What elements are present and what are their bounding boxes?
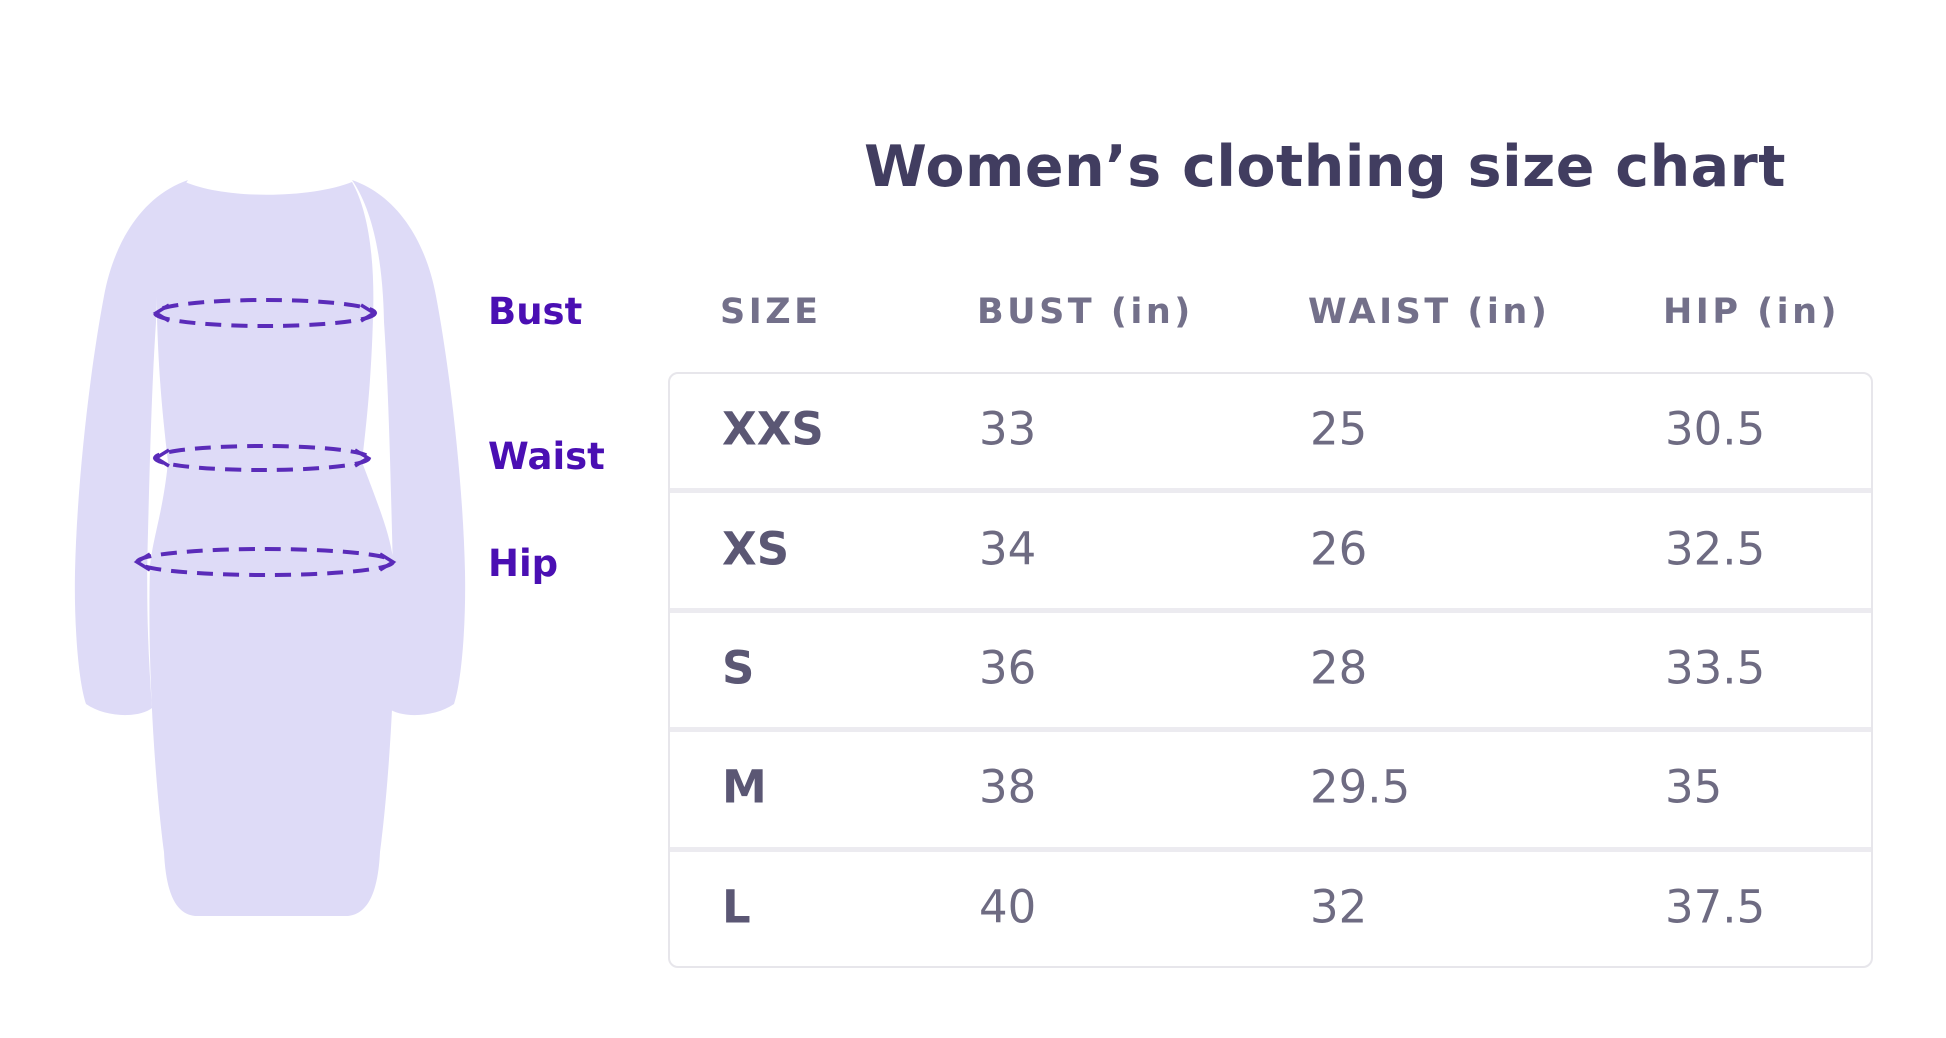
table-row: L 40 32 37.5 bbox=[670, 852, 1871, 966]
table-cell: 32 bbox=[1310, 880, 1368, 934]
dress-left-sleeve bbox=[74, 180, 188, 716]
hip-label: Hip bbox=[488, 542, 559, 585]
table-cell: 36 bbox=[979, 641, 1037, 695]
cell-size: S bbox=[722, 641, 755, 695]
column-header: HIP (in) bbox=[1663, 292, 1841, 332]
table-cell: 28 bbox=[1310, 641, 1368, 695]
table-cell: 32.5 bbox=[1665, 521, 1766, 575]
table-row: S 36 28 33.5 bbox=[670, 613, 1871, 733]
table-row: XXS 33 25 30.5 bbox=[670, 374, 1871, 494]
table-cell: 33 bbox=[979, 402, 1037, 456]
table-cell: 34 bbox=[979, 521, 1037, 575]
column-header: SIZE bbox=[720, 292, 822, 332]
cell-size: L bbox=[722, 880, 751, 934]
cell-size: XS bbox=[722, 521, 790, 575]
waist-arrow-right bbox=[354, 448, 372, 468]
table-row: XS 34 26 32.5 bbox=[670, 493, 1871, 613]
bust-label: Bust bbox=[488, 290, 583, 333]
cell-size: XXS bbox=[722, 402, 824, 456]
dress-right-sleeve bbox=[352, 180, 466, 716]
table-cell: 33.5 bbox=[1665, 641, 1766, 695]
table-cell: 37.5 bbox=[1665, 880, 1766, 934]
hip-arrow-right bbox=[379, 552, 397, 572]
column-header: WAIST (in) bbox=[1308, 292, 1551, 332]
size-chart-table: XXS 33 25 30.5 XS 34 26 32.5 S 36 28 33.5 M 38 29.5 35 L… bbox=[668, 372, 1873, 968]
cell-size: M bbox=[722, 760, 767, 814]
table-cell: 38 bbox=[979, 760, 1037, 814]
hip-arrow-left bbox=[133, 552, 151, 572]
table-cell: 26 bbox=[1310, 521, 1368, 575]
column-header: BUST (in) bbox=[977, 292, 1194, 332]
table-cell: 29.5 bbox=[1310, 760, 1411, 814]
dress-svg bbox=[74, 180, 466, 916]
table-cell: 25 bbox=[1310, 402, 1368, 456]
table-cell: 30.5 bbox=[1665, 402, 1766, 456]
table-cell: 35 bbox=[1665, 760, 1723, 814]
waist-label: Waist bbox=[488, 435, 605, 478]
dress-illustration bbox=[60, 150, 480, 950]
bust-arrow-right bbox=[360, 303, 378, 323]
bust-arrow-left bbox=[152, 303, 170, 323]
table-cell: 40 bbox=[979, 880, 1037, 934]
table-header-row: SIZE BUST (in) WAIST (in) HIP (in) bbox=[668, 292, 1873, 336]
waist-arrow-left bbox=[152, 448, 170, 468]
table-row: M 38 29.5 35 bbox=[670, 732, 1871, 852]
page-title: Women’s clothing size chart bbox=[864, 134, 1786, 200]
